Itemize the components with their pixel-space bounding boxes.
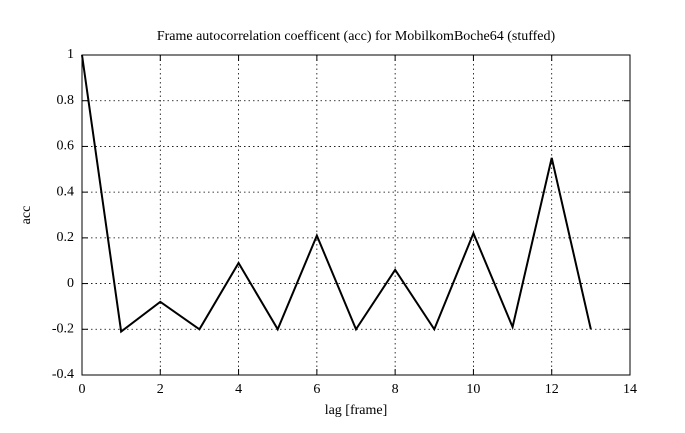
plot-frame	[81, 54, 631, 376]
y-tick-label: 0.4	[57, 184, 75, 199]
x-tick-label: 12	[545, 382, 559, 397]
x-tick-label: 4	[235, 382, 242, 397]
y-tick-label: 0.6	[57, 139, 75, 154]
y-tick-label: 0	[67, 276, 74, 291]
y-tick-label: 0.8	[57, 93, 75, 108]
y-tick-label: 0.2	[57, 230, 75, 245]
y-tick-label: 1	[67, 47, 74, 62]
y-axis-label: acc	[19, 206, 34, 225]
data-line	[81, 54, 592, 334]
x-tick-label: 8	[392, 382, 399, 397]
x-tick-label: 6	[313, 382, 320, 397]
y-tick-label: -0.4	[52, 367, 74, 382]
x-tick-label: 2	[157, 382, 164, 397]
x-tick-label: 10	[466, 382, 480, 397]
x-axis-label: lag [frame]	[325, 403, 388, 418]
y-tick-label: -0.2	[52, 322, 74, 337]
x-tick-label: 0	[79, 382, 86, 397]
x-tick-label: 14	[623, 382, 637, 397]
chart-title: Frame autocorrelation coefficent (acc) f…	[157, 29, 556, 44]
